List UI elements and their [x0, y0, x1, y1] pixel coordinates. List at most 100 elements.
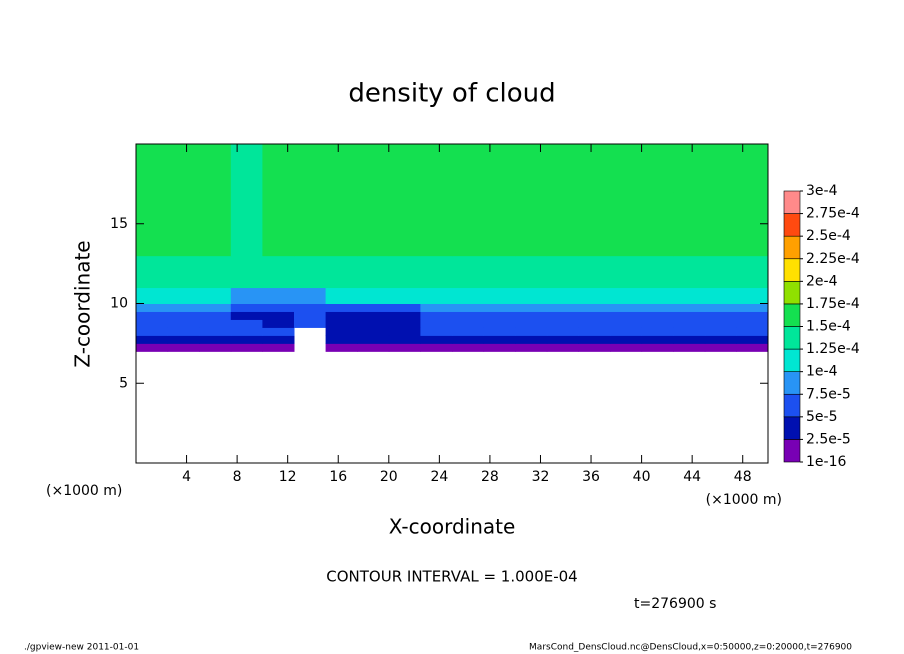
cell: [357, 303, 390, 312]
colorbar-box: [783, 348, 801, 372]
cell: [230, 335, 263, 344]
cell: [483, 255, 516, 289]
cell: [704, 311, 737, 320]
cell: [515, 319, 548, 328]
cell: [230, 287, 263, 304]
colorbar-label: 1.5e-4: [806, 319, 851, 335]
cell: [736, 287, 769, 304]
cell: [704, 287, 737, 304]
cell: [546, 303, 579, 312]
cell: [167, 319, 200, 328]
cell: [230, 311, 263, 320]
cell: [388, 223, 421, 257]
cell: [483, 303, 516, 312]
x-tick-label: 8: [233, 469, 242, 485]
cell: [546, 144, 579, 193]
cell: [515, 223, 548, 257]
x-tick-label: 20: [380, 469, 398, 485]
cell: [294, 311, 327, 320]
cell: [199, 327, 232, 336]
cell: [610, 343, 643, 352]
cell: [199, 335, 232, 344]
colorbar-box: [783, 371, 801, 395]
cell: [136, 327, 169, 336]
cell: [262, 335, 295, 344]
cell: [388, 144, 421, 193]
cell: [357, 335, 390, 344]
colorbar-box: [783, 281, 801, 305]
colorbar-box: [783, 416, 801, 440]
cell: [578, 327, 611, 336]
cell: [578, 144, 611, 193]
x-tick-label: 28: [481, 469, 499, 485]
cell: [704, 191, 737, 225]
colorbar-label: 1.25e-4: [806, 341, 860, 357]
cell: [641, 327, 674, 336]
cell: [736, 319, 769, 328]
cell: [388, 303, 421, 312]
colorbar-label: 3e-4: [806, 183, 838, 199]
x-tick-label: 48: [734, 469, 752, 485]
cell: [420, 343, 453, 352]
cell: [704, 343, 737, 352]
cell: [483, 191, 516, 225]
cell: [136, 303, 169, 312]
cell: [420, 255, 453, 289]
cell: [388, 335, 421, 344]
cell: [167, 311, 200, 320]
cell: [673, 327, 706, 336]
cell: [262, 319, 295, 328]
cell: [641, 335, 674, 344]
x-tick-label: 24: [430, 469, 448, 485]
cell: [136, 191, 169, 225]
cell: [483, 223, 516, 257]
cell: [736, 191, 769, 225]
cell: [515, 255, 548, 289]
cell: [610, 303, 643, 312]
cell: [262, 311, 295, 320]
cell: [262, 191, 295, 225]
colorbar-label: 5e-5: [806, 409, 837, 425]
cell: [199, 144, 232, 193]
cell: [262, 327, 295, 336]
x-tick-label: 40: [633, 469, 651, 485]
cell: [704, 255, 737, 289]
cell: [673, 223, 706, 257]
cell: [736, 303, 769, 312]
x-tick-label: 44: [683, 469, 701, 485]
cell: [325, 303, 358, 312]
cell: [673, 303, 706, 312]
cell: [357, 191, 390, 225]
cell: [546, 343, 579, 352]
contour-note: CONTOUR INTERVAL = 1.000E-04: [326, 568, 577, 586]
y-axis-label: Z-coordinate: [71, 240, 95, 367]
cell: [515, 327, 548, 336]
cell: [420, 144, 453, 193]
cell: [325, 191, 358, 225]
cell: [452, 287, 485, 304]
cell: [578, 287, 611, 304]
cell: [483, 335, 516, 344]
cell: [420, 319, 453, 328]
cell: [167, 303, 200, 312]
cell: [294, 223, 327, 257]
cell: [167, 335, 200, 344]
cell: [199, 287, 232, 304]
colorbar-box: [783, 439, 801, 463]
cell: [388, 191, 421, 225]
colorbar-label: 1e-16: [806, 454, 846, 470]
cell: [420, 303, 453, 312]
cell: [641, 303, 674, 312]
cell: [641, 144, 674, 193]
cell: [420, 287, 453, 304]
cell: [610, 255, 643, 289]
cell: [736, 255, 769, 289]
cell: [736, 311, 769, 320]
cell: [167, 343, 200, 352]
cell: [325, 311, 358, 320]
cell: [641, 343, 674, 352]
cell: [136, 287, 169, 304]
x-unit: (×1000 m): [46, 483, 122, 499]
cell: [357, 255, 390, 289]
time-note: t=276900 s: [634, 596, 716, 612]
